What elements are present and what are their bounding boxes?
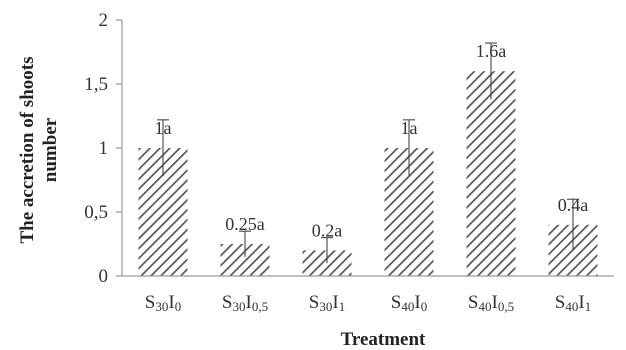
data-label: 0.2a — [312, 220, 343, 240]
data-label: 0.25a — [225, 214, 265, 234]
x-tick-label: S30I1 — [309, 292, 345, 314]
bars: 1a 0.25a 0.2a 1a 1.6a 0.4a — [138, 41, 598, 276]
y-tick-label: 0 — [99, 266, 109, 287]
data-label: 1.6a — [476, 41, 507, 61]
y-tick-label: 0,5 — [84, 202, 108, 223]
y-tick-label: 1 — [99, 138, 109, 159]
bar — [466, 71, 516, 276]
y-axis-title-line1: The accretion of shoots — [17, 57, 38, 244]
y-tick-label: 1,5 — [84, 74, 108, 95]
data-label: 0.4a — [558, 195, 589, 215]
x-tick-label: S40I1 — [555, 292, 591, 314]
data-label: 1a — [155, 118, 172, 138]
x-tick-label: S40I0 — [391, 292, 427, 314]
y-axis-title: The accretion of shoots number — [17, 57, 61, 244]
x-tick-label: S30I0,5 — [222, 292, 268, 314]
x-tick-label: S30I0 — [145, 292, 181, 314]
x-axis: S30I0 S30I0,5 S30I1 S40I0 S40I0,5 S40I1 — [122, 275, 614, 314]
y-tick-label: 2 — [99, 10, 109, 31]
x-axis-title: Treatment — [341, 329, 426, 350]
x-tick-label: S40I0,5 — [468, 292, 514, 314]
y-axis-title-line2: number — [40, 117, 61, 182]
y-axis: 0 0,5 1 1,5 2 — [84, 10, 123, 287]
data-label: 1a — [401, 118, 418, 138]
